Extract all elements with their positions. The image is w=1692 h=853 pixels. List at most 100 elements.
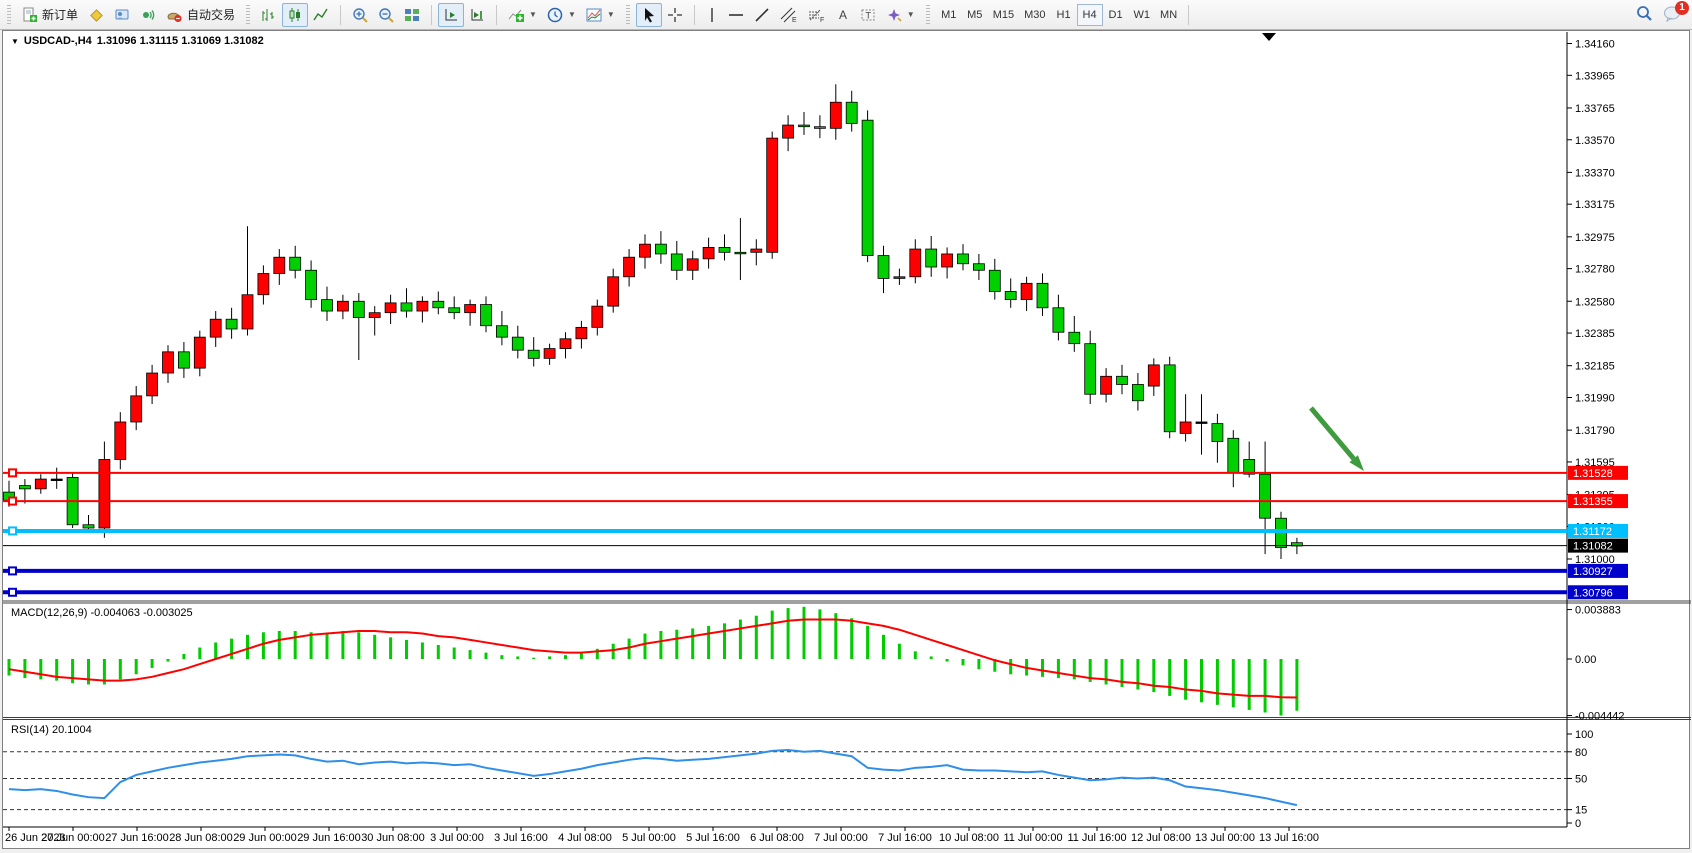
- svg-text:E: E: [792, 17, 797, 23]
- chart-title-collapse-icon[interactable]: ▼: [11, 36, 19, 46]
- notifications-icon[interactable]: 1: [1663, 0, 1689, 25]
- svg-text:1.33570: 1.33570: [1575, 135, 1615, 147]
- trendline-button[interactable]: [749, 3, 775, 27]
- autotrading-icon: [166, 7, 183, 23]
- svg-text:1.31528: 1.31528: [1573, 468, 1613, 480]
- dropdown-caret: ▼: [906, 10, 915, 19]
- svg-text:1.33765: 1.33765: [1575, 103, 1615, 115]
- tf-h4-button[interactable]: H4: [1076, 3, 1103, 26]
- svg-text:27 Jun 16:00: 27 Jun 16:00: [105, 832, 169, 844]
- svg-text:1.32975: 1.32975: [1575, 232, 1615, 244]
- auto-scroll-button[interactable]: [438, 2, 465, 27]
- text-label-button[interactable]: T: [855, 3, 881, 27]
- vertical-line-icon: [706, 7, 718, 23]
- crosshair-icon: [667, 7, 683, 23]
- macd-indicator-label: MACD(12,26,9) -0.004063 -0.003025: [11, 607, 193, 619]
- search-icon[interactable]: [1636, 5, 1653, 25]
- svg-text:50: 50: [1575, 774, 1587, 786]
- vertical-line-button[interactable]: [701, 3, 723, 27]
- svg-text:7 Jul 16:00: 7 Jul 16:00: [878, 832, 932, 844]
- toolbar-separator: [340, 4, 342, 25]
- terminal-icon: [114, 7, 130, 23]
- horizontal-line-button[interactable]: [723, 3, 749, 27]
- metaeditor-icon: [88, 7, 104, 23]
- toolbar-grip: [7, 4, 11, 25]
- tf-d1-button[interactable]: D1: [1108, 8, 1123, 21]
- toolbar-separator: [693, 4, 695, 25]
- svg-text:10 Jul 08:00: 10 Jul 08:00: [939, 832, 999, 844]
- toolbar-grip: [925, 4, 930, 25]
- tf-w1-button[interactable]: W1: [1133, 8, 1151, 21]
- bar-chart-icon: [261, 7, 277, 23]
- chart-window: 1.34160 1.33965 1.33765 1.33570 1.33370 1.331…: [2, 30, 1691, 849]
- zoom-in-button[interactable]: [347, 3, 373, 27]
- cursor-button[interactable]: [635, 2, 662, 27]
- svg-text:26 Jun 2023: 26 Jun 2023: [5, 832, 66, 844]
- templates-dropdown[interactable]: ▼: [581, 3, 620, 27]
- svg-text:1.32185: 1.32185: [1575, 361, 1615, 373]
- svg-text:A: A: [839, 8, 847, 22]
- tf-h1-button[interactable]: H1: [1056, 8, 1071, 21]
- bar-chart-mode-button[interactable]: [256, 3, 282, 27]
- svg-text:6 Jul 08:00: 6 Jul 08:00: [750, 832, 804, 844]
- svg-text:1.32780: 1.32780: [1575, 264, 1615, 276]
- main-toolbar: 新订单 自动交易: [0, 0, 1692, 30]
- autotrading-button[interactable]: 自动交易: [161, 3, 240, 27]
- toolbar-separator: [496, 4, 498, 25]
- line-chart-mode-button[interactable]: [308, 3, 334, 27]
- tf-m15-button[interactable]: M15: [992, 8, 1015, 21]
- svg-text:1.30927: 1.30927: [1573, 566, 1613, 578]
- tf-m1-button[interactable]: M1: [941, 8, 957, 21]
- toolbar-grip: [246, 4, 251, 25]
- svg-text:1.33965: 1.33965: [1575, 70, 1615, 82]
- svg-text:29 Jun 00:00: 29 Jun 00:00: [233, 832, 297, 844]
- tile-windows-icon: [404, 7, 420, 23]
- arrows-icon: [886, 7, 902, 23]
- chart-title: ▼ USDCAD-,H4 1.31096 1.31115 1.31069 1.3…: [11, 35, 264, 47]
- dropdown-group: ▼ ▼ ▼: [500, 2, 623, 28]
- objects-group: E F A T ▼: [698, 2, 923, 28]
- svg-text:29 Jun 16:00: 29 Jun 16:00: [297, 832, 361, 844]
- crosshair-button[interactable]: [662, 3, 688, 27]
- svg-text:1.33370: 1.33370: [1575, 167, 1615, 179]
- candlestick-mode-button[interactable]: [282, 2, 309, 27]
- arrows-dropdown[interactable]: ▼: [881, 3, 920, 27]
- text-button[interactable]: A: [831, 3, 855, 27]
- indicators-dropdown[interactable]: ▼: [503, 3, 542, 27]
- svg-text:1.31082: 1.31082: [1573, 541, 1613, 553]
- terminal-button[interactable]: [109, 3, 135, 27]
- svg-text:1.32580: 1.32580: [1575, 296, 1615, 308]
- fibonacci-button[interactable]: F: [803, 3, 831, 27]
- svg-text:1.31790: 1.31790: [1575, 425, 1615, 437]
- svg-text:0: 0: [1575, 818, 1581, 830]
- chart-shift-button[interactable]: [464, 3, 490, 27]
- chart-mode-group: [253, 2, 337, 28]
- svg-text:100: 100: [1575, 729, 1593, 741]
- svg-text:0.00: 0.00: [1575, 654, 1596, 666]
- notification-badge: 1: [1675, 0, 1689, 15]
- sound-button[interactable]: [135, 3, 161, 27]
- metaeditor-button[interactable]: [83, 3, 109, 27]
- clock-icon: [547, 7, 563, 23]
- tf-m30-button[interactable]: M30: [1024, 8, 1046, 21]
- new-order-button[interactable]: 新订单: [17, 3, 83, 27]
- svg-text:1.32385: 1.32385: [1575, 328, 1615, 340]
- tf-m5-button[interactable]: M5: [967, 8, 983, 21]
- svg-text:13 Jul 00:00: 13 Jul 00:00: [1195, 832, 1255, 844]
- trade-group: 新订单 自动交易: [14, 2, 243, 28]
- templates-icon: [586, 7, 602, 23]
- svg-text:28 Jun 08:00: 28 Jun 08:00: [169, 832, 233, 844]
- fibonacci-icon: F: [808, 7, 826, 23]
- svg-text:3 Jul 00:00: 3 Jul 00:00: [430, 832, 484, 844]
- periods-dropdown[interactable]: ▼: [542, 3, 581, 27]
- text-icon: A: [836, 7, 850, 23]
- toolbar-separator: [1188, 4, 1190, 25]
- equidistant-channel-button[interactable]: E: [775, 3, 803, 27]
- tf-mn-button[interactable]: MN: [1160, 8, 1178, 21]
- candlestick-chart[interactable]: 1.34160 1.33965 1.33765 1.33570 1.33370 1.331…: [3, 31, 1691, 848]
- toolbar-grip: [625, 4, 630, 25]
- tile-windows-button[interactable]: [399, 3, 425, 27]
- zoom-out-button[interactable]: [373, 3, 399, 27]
- svg-text:5 Jul 16:00: 5 Jul 16:00: [686, 832, 740, 844]
- svg-text:-0.004442: -0.004442: [1575, 711, 1625, 723]
